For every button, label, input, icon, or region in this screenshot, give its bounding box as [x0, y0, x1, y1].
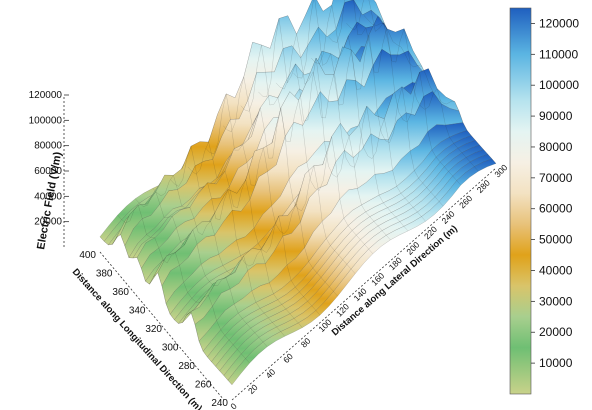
- surface-grid-line: [346, 0, 479, 172]
- x-tick-label: 0: [228, 401, 239, 410]
- surface-grid-line: [328, 0, 461, 186]
- colorbar-tick-labels: 10000 20000 30000 40000 50000 60000 70000 80000…: [531, 16, 579, 370]
- colorbar-tick-label: 90000: [539, 109, 573, 123]
- surface-grid-line: [293, 0, 426, 222]
- surface-grid-line: [135, 191, 268, 347]
- colorbar-tick-label: 70000: [539, 171, 573, 185]
- surface-grid-line: [170, 145, 303, 328]
- surface-grid-line: [223, 76, 356, 274]
- colorbar-tick-label: 10000: [539, 356, 573, 370]
- y-tick-label: 400: [79, 250, 96, 261]
- z-tick-label: 60000: [34, 166, 62, 177]
- y-tick-label: 300: [162, 343, 179, 354]
- surface-plot: [99, 0, 497, 386]
- y-tick-label: 260: [195, 380, 212, 391]
- y-tick-label: 280: [178, 361, 195, 372]
- x-tick-label: 40: [264, 367, 278, 381]
- colorbar-tick-label: 30000: [539, 294, 573, 308]
- y-tick-label: 380: [96, 269, 113, 280]
- x-tick-label: 60: [281, 351, 295, 365]
- y-tick-label: 360: [112, 287, 129, 298]
- z-tick-label: 20000: [34, 217, 62, 228]
- z-tick-label: 100000: [29, 115, 63, 126]
- colorbar-tick-label: 110000: [539, 47, 578, 61]
- colorbar-tick-label: 120000: [539, 16, 579, 30]
- surface-grid-line: [99, 234, 233, 385]
- surface-grid-line: [258, 18, 391, 241]
- z-tick-label: 80000: [34, 141, 62, 152]
- z-tick-label: 120000: [29, 90, 63, 101]
- surface-grid-line: [311, 5, 444, 207]
- colorbar-tick-label: 40000: [539, 263, 573, 277]
- surface-grid-line: [187, 141, 321, 316]
- y-axis-line: [99, 251, 225, 401]
- colorbar-tick-label: 100000: [539, 78, 579, 92]
- surface-grid-line: [117, 204, 250, 364]
- surface-grid-line: [275, 34, 409, 232]
- surface-grid-line: [205, 93, 338, 297]
- z-tick-label: 40000: [34, 191, 62, 202]
- colorbar-tick-label: 20000: [539, 325, 573, 339]
- x-tick-label: 260: [457, 193, 474, 210]
- colorbar: 10000 20000 30000 40000 50000 60000 70000 80000…: [509, 7, 579, 395]
- y-tick-label: 340: [129, 306, 146, 317]
- colorbar-tick-label: 60000: [539, 202, 573, 216]
- x-tick-label: 280: [475, 178, 492, 195]
- z-tick-labels: 20000 40000 60000 80000 100000 120000: [29, 90, 69, 228]
- x-tick-label: 240: [440, 209, 457, 226]
- surface-strip: [227, 158, 497, 386]
- x-tick-label: 80: [299, 336, 313, 350]
- x-axis-line: [231, 167, 497, 401]
- y-tick-label: 240: [211, 398, 228, 409]
- y-tick-label: 320: [145, 324, 162, 335]
- surface-grid-line: [152, 174, 285, 337]
- x-tick-label: 300: [492, 162, 509, 179]
- colorbar-gradient-bar: [509, 7, 532, 395]
- colorbar-tick-label: 50000: [539, 233, 573, 247]
- x-tick-label: 20: [246, 382, 260, 396]
- surface-grid-line: [240, 44, 373, 254]
- colorbar-tick-label: 80000: [539, 140, 573, 154]
- surface-grid-line: [363, 15, 497, 164]
